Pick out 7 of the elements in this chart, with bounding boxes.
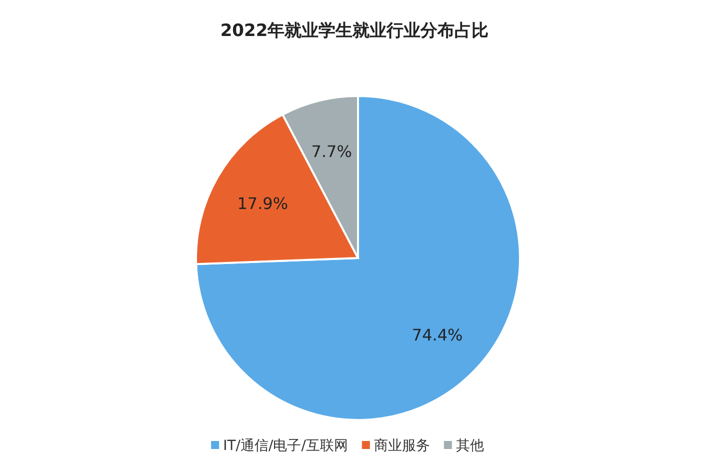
chart-title: 2022年就业学生就业行业分布占比 [220, 21, 489, 41]
data-label: 74.4% [412, 325, 463, 344]
legend-label: 其他 [456, 438, 484, 454]
legend-label: IT/通信/电子/互联网 [223, 438, 348, 454]
data-label: 7.7% [311, 142, 352, 162]
legend-label: 商业服务 [374, 438, 430, 454]
data-label: 17.9% [237, 194, 288, 213]
